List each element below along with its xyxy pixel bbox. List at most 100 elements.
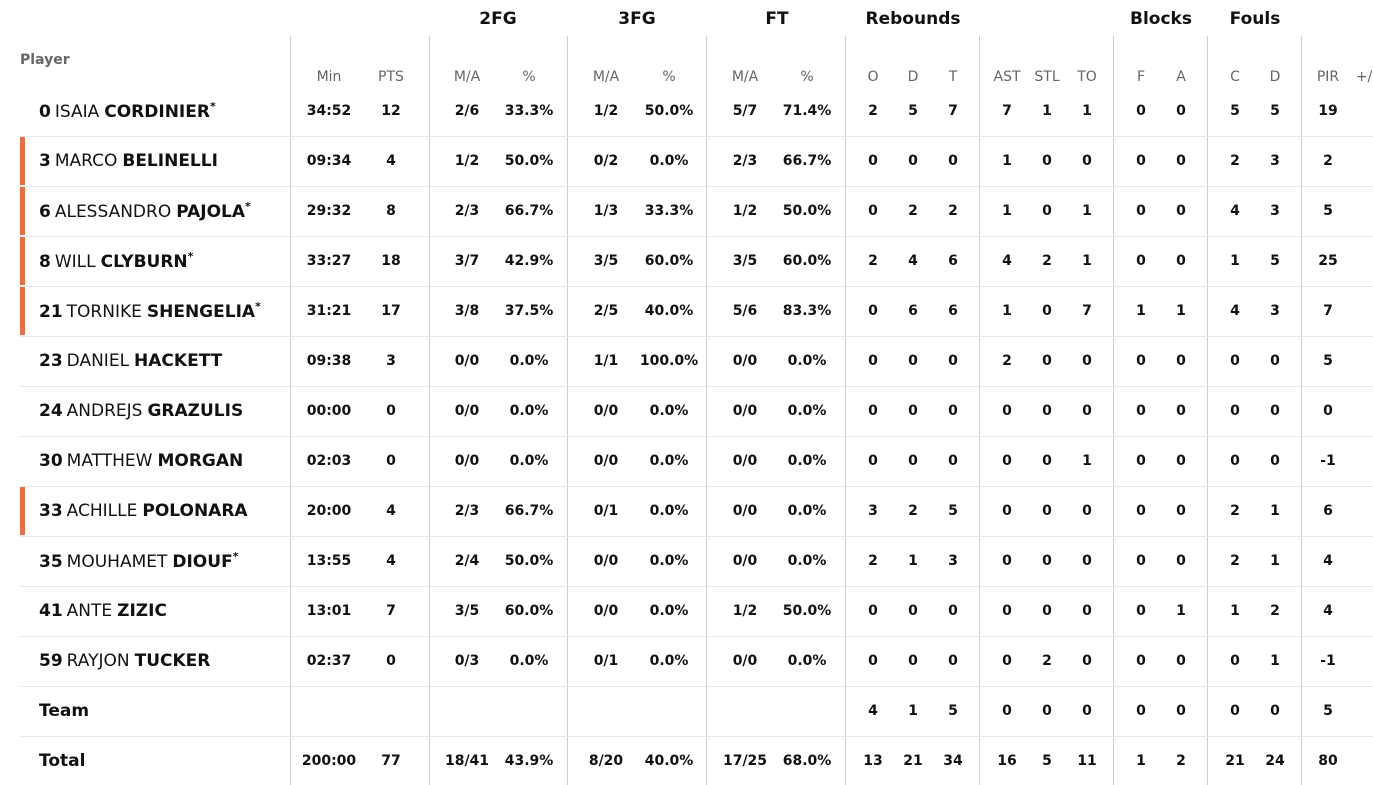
stat-cell: 7 xyxy=(1323,303,1333,319)
first-name: MARCO xyxy=(54,151,118,171)
column-header: M/A xyxy=(731,69,759,85)
stat-cell: -1 xyxy=(1320,653,1336,669)
stat-cell: 7 xyxy=(1082,303,1092,319)
stat-cell: 0 xyxy=(1002,603,1012,619)
stat-cell: 6 xyxy=(1323,503,1333,519)
stat-cell: 60.0% xyxy=(504,603,554,619)
stat-cell: 0.0% xyxy=(649,153,689,169)
group-header: 3FG xyxy=(618,9,656,29)
player-number: 35 xyxy=(39,551,63,572)
stat-cell: 24 xyxy=(1265,753,1285,769)
stat-cell: 66.7% xyxy=(782,153,832,169)
stat-cell: 60.0% xyxy=(782,253,832,269)
stat-cell: 0 xyxy=(868,203,878,219)
stat-cell: 1/2 xyxy=(454,153,480,169)
stat-cell: 0 xyxy=(868,603,878,619)
stat-cell: 0 xyxy=(1136,503,1146,519)
column-header: % xyxy=(522,69,536,85)
stat-cell: 1 xyxy=(908,703,918,719)
stat-cell: 0.0% xyxy=(509,353,549,369)
stat-cell: 34:52 xyxy=(306,103,352,119)
player-number: 21 xyxy=(39,301,63,322)
stat-cell: 0.0% xyxy=(787,553,827,569)
column-divider xyxy=(706,36,707,785)
stat-cell: 0/0 xyxy=(593,403,619,419)
stat-cell: 2 xyxy=(1230,553,1240,569)
stat-cell: 09:34 xyxy=(306,153,352,169)
stat-cell: 0 xyxy=(386,403,396,419)
last-name: PAJOLA xyxy=(176,201,246,222)
stat-cell: 83.3% xyxy=(782,303,832,319)
row-divider xyxy=(20,586,1373,587)
first-name: WILL xyxy=(54,251,96,272)
stat-cell: 0 xyxy=(868,153,878,169)
stat-cell: 5 xyxy=(1270,253,1280,269)
column-header: TO xyxy=(1077,69,1097,85)
player-number: 6 xyxy=(39,201,51,222)
stat-cell: 5 xyxy=(948,503,958,519)
column-header: C xyxy=(1230,69,1240,85)
stat-cell: 0 xyxy=(908,403,918,419)
stat-cell: 34 xyxy=(943,753,963,769)
stat-cell: 0.0% xyxy=(649,553,689,569)
stat-cell: 33.3% xyxy=(504,103,554,119)
row-divider xyxy=(20,636,1373,637)
stat-cell: 0 xyxy=(1002,553,1012,569)
row-divider xyxy=(20,136,1373,137)
player-name: 59 RAYJON TUCKER xyxy=(39,651,210,671)
stat-cell: 13 xyxy=(863,753,883,769)
player-number: 23 xyxy=(39,351,63,371)
stat-cell: 0 xyxy=(1082,653,1092,669)
row-divider xyxy=(20,286,1373,287)
stat-cell: 40.0% xyxy=(644,303,694,319)
stat-cell: 0/0 xyxy=(593,553,619,569)
stat-cell: 0 xyxy=(1042,303,1052,319)
stat-cell: 0 xyxy=(948,453,958,469)
column-divider xyxy=(1207,36,1208,785)
stat-cell: 2 xyxy=(1230,153,1240,169)
player-name: 8 WILL CLYBURN* xyxy=(39,250,193,272)
stat-cell: 3 xyxy=(1270,203,1280,219)
stat-cell: 0.0% xyxy=(787,403,827,419)
stat-cell: 8/20 xyxy=(588,753,624,769)
column-divider xyxy=(1301,36,1302,785)
first-name: TORNIKE xyxy=(66,301,142,322)
column-header: Min xyxy=(316,69,342,85)
stat-cell: 0 xyxy=(908,353,918,369)
first-name: RAYJON xyxy=(66,651,130,671)
row-divider xyxy=(20,536,1373,537)
last-name: HACKETT xyxy=(134,351,223,371)
player-name: Team xyxy=(39,701,89,721)
starter-mark: * xyxy=(255,300,261,314)
stat-cell: 0 xyxy=(1176,503,1186,519)
stat-cell: 1/2 xyxy=(732,203,758,219)
stat-cell: 3/5 xyxy=(454,603,480,619)
stat-cell: 8 xyxy=(386,203,396,219)
player-name: 6 ALESSANDRO PAJOLA* xyxy=(39,200,251,222)
stat-cell: 0.0% xyxy=(787,453,827,469)
first-name: ANTE xyxy=(66,601,113,621)
stat-cell: 0/1 xyxy=(593,653,619,669)
stat-cell: 0 xyxy=(1042,203,1052,219)
stat-cell: 0 xyxy=(1230,353,1240,369)
stat-cell: 2 xyxy=(1042,653,1052,669)
stat-cell: 100.0% xyxy=(639,353,699,369)
stat-cell: 0.0% xyxy=(787,353,827,369)
stat-cell: 77 xyxy=(381,753,401,769)
stat-cell: 33.3% xyxy=(644,203,694,219)
player-name: 33 ACHILLE POLONARA xyxy=(39,501,248,521)
column-divider xyxy=(290,36,291,785)
row-divider xyxy=(20,686,1373,687)
last-name: CLYBURN xyxy=(100,251,188,272)
player-name: 23 DANIEL HACKETT xyxy=(39,351,222,371)
stat-cell: 3/5 xyxy=(593,253,619,269)
stat-cell: 0 xyxy=(1136,653,1146,669)
column-header: +/ xyxy=(1355,69,1373,85)
stat-cell: 4 xyxy=(1323,553,1333,569)
stat-cell: 0 xyxy=(1002,503,1012,519)
stat-cell: 0 xyxy=(1082,603,1092,619)
player-number: 30 xyxy=(39,451,63,471)
stat-cell: 0 xyxy=(1002,403,1012,419)
stat-cell: 2 xyxy=(908,203,918,219)
player-number: 33 xyxy=(39,501,63,521)
